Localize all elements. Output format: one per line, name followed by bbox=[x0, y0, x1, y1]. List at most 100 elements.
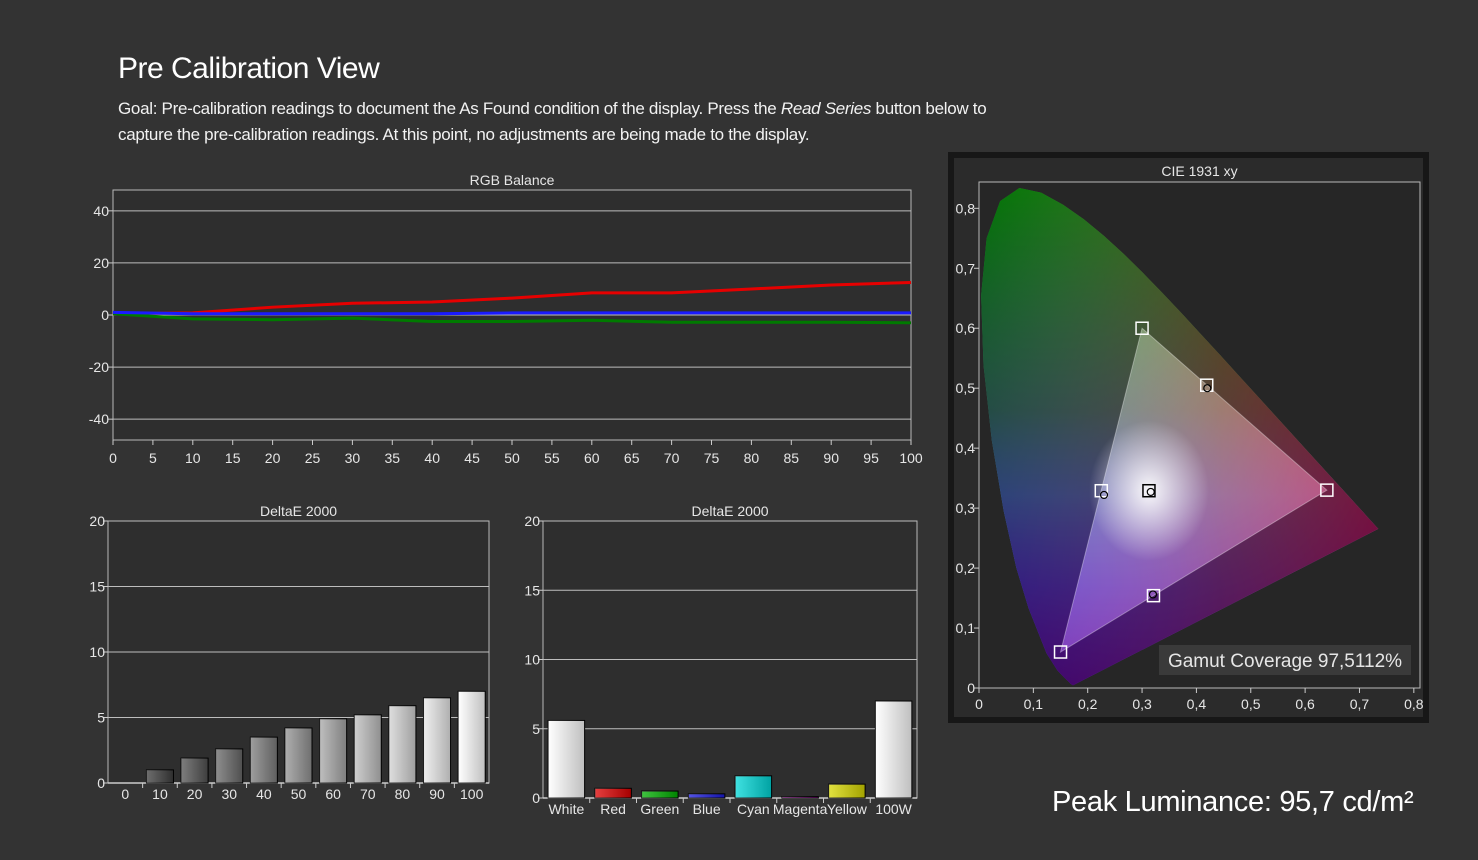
de_gray-bar bbox=[215, 748, 244, 784]
rgb-x-tick-label: 0 bbox=[109, 450, 117, 466]
cie-target-square bbox=[1146, 588, 1161, 603]
de_gray-x-label: 70 bbox=[360, 786, 376, 802]
rgb-y-tick-label: -40 bbox=[89, 411, 109, 427]
cie-y-tick-label: 0,2 bbox=[956, 560, 976, 576]
rgb-x-tick-label: 15 bbox=[225, 450, 241, 466]
cie-x-tick-label: 0,7 bbox=[1350, 696, 1370, 712]
gamut-coverage-box bbox=[1159, 645, 1411, 675]
rgb-x-tick-label: 40 bbox=[424, 450, 440, 466]
de_gray-bar bbox=[353, 714, 382, 784]
de_gray-bar bbox=[249, 736, 278, 784]
rgb-y-tick-label: 40 bbox=[93, 203, 109, 219]
de_color-x-label: 100W bbox=[875, 801, 912, 817]
page-title: Pre Calibration View bbox=[118, 52, 380, 85]
rgb-x-tick-label: 50 bbox=[504, 450, 520, 466]
de_color-bar bbox=[828, 783, 866, 799]
cie-x-tick-label: 0,2 bbox=[1078, 696, 1098, 712]
de_color-chart: DeltaE 2000 20 15 10 5 0 White Red Green Blue Cyan… bbox=[524, 503, 918, 817]
de_gray-bar bbox=[319, 718, 348, 784]
rgb-x-tick-label: 45 bbox=[464, 450, 480, 466]
cie-y-tick-label: 0 bbox=[967, 680, 975, 696]
de_gray-bar bbox=[423, 697, 452, 784]
rgb-x-tick-label: 20 bbox=[265, 450, 281, 466]
de_gray-y-tick-label: 15 bbox=[89, 579, 105, 595]
cie-target-square bbox=[1053, 645, 1068, 659]
rgb-x-tick-label: 75 bbox=[704, 450, 720, 466]
cie-x-tick-label: 0,6 bbox=[1295, 696, 1315, 712]
rgb-x-tick-label: 70 bbox=[664, 450, 680, 466]
de_color-bar bbox=[547, 719, 586, 799]
de_color-y-tick-label: 10 bbox=[524, 652, 540, 668]
cie-y-tick-label: 0,3 bbox=[956, 500, 976, 516]
cie-y-tick-label: 0,6 bbox=[956, 320, 976, 336]
cie-gamut-triangle-outline bbox=[1059, 327, 1328, 654]
goal-text: Goal: Pre-calibration readings to docume… bbox=[118, 96, 1018, 148]
de_color-y-tick-label: 5 bbox=[532, 721, 540, 737]
de_gray-x-label: 20 bbox=[187, 786, 203, 802]
goal-text-prefix: Goal: Pre-calibration readings to docume… bbox=[118, 99, 781, 118]
cie-target-square bbox=[1142, 483, 1156, 498]
cie-x-tick-label: 0,5 bbox=[1241, 696, 1261, 712]
de_color-x-label: Cyan bbox=[737, 801, 770, 817]
de_color-y-tick-label: 0 bbox=[532, 790, 540, 806]
de_gray-x-label: 90 bbox=[429, 786, 445, 802]
de_color-chart-title: DeltaE 2000 bbox=[691, 503, 768, 519]
rgb-x-tick-label: 60 bbox=[584, 450, 600, 466]
de_color-x-label: Yellow bbox=[827, 801, 868, 817]
de_gray-y-tick-label: 0 bbox=[97, 775, 105, 791]
de_color-bar bbox=[641, 790, 679, 799]
de_gray-x-label: 80 bbox=[395, 786, 411, 802]
cie-x-tick-label: 0 bbox=[975, 696, 983, 712]
goal-text-suffix: button below to capture the pre-calibrat… bbox=[118, 99, 987, 144]
rgb-x-tick-label: 90 bbox=[823, 450, 839, 466]
cie-target-square bbox=[1135, 321, 1149, 335]
cie-measured-point bbox=[1146, 487, 1155, 497]
cie-whitepoint-glow bbox=[1088, 420, 1209, 561]
rgb-x-tick-label: 100 bbox=[899, 450, 923, 466]
cie-y-tick-label: 0,8 bbox=[956, 200, 976, 216]
de_color-bar bbox=[687, 793, 726, 799]
de_gray-x-label: 60 bbox=[325, 786, 341, 802]
de_gray-bar bbox=[388, 705, 417, 784]
de_gray-chart-title: DeltaE 2000 bbox=[260, 503, 337, 519]
gamut-coverage-label: Gamut Coverage 97,5112% bbox=[1168, 651, 1402, 672]
de_color-bar bbox=[594, 787, 632, 799]
cie-x-tick-label: 0,3 bbox=[1132, 696, 1152, 712]
rgb-x-tick-label: 80 bbox=[744, 450, 760, 466]
de_gray-bar bbox=[457, 690, 486, 784]
rgb-y-tick-label: 0 bbox=[101, 307, 109, 323]
rgb-x-tick-label: 95 bbox=[863, 450, 879, 466]
cie-chart: CIE 1931 xy 0 0,1 0,2 0,3 0,4 0,5 0,6 0,7 0,8 0 0,1… bbox=[948, 152, 1429, 723]
de_color-x-label: Red bbox=[600, 801, 626, 817]
rgb-series-line-0 bbox=[112, 280, 912, 316]
rgb-y-tick-label: -20 bbox=[89, 359, 109, 375]
cie-x-tick-label: 0,4 bbox=[1187, 696, 1207, 712]
de_color-bar bbox=[874, 700, 913, 799]
de_color-bar bbox=[734, 775, 773, 799]
rgb-x-tick-label: 30 bbox=[345, 450, 361, 466]
cie-measured-point bbox=[1099, 490, 1109, 500]
de_gray-y-tick-label: 10 bbox=[89, 644, 105, 660]
de_gray-x-label: 30 bbox=[221, 786, 237, 802]
de_gray-y-tick-label: 20 bbox=[89, 513, 105, 529]
de_color-y-tick-label: 15 bbox=[524, 582, 540, 598]
rgb-x-tick-label: 55 bbox=[544, 450, 560, 466]
rgb-x-tick-label: 65 bbox=[624, 450, 640, 466]
cie-y-tick-label: 0,5 bbox=[956, 380, 976, 396]
cie-x-tick-label: 0,1 bbox=[1024, 696, 1044, 712]
de_gray-x-label: 50 bbox=[291, 786, 307, 802]
de_gray-y-tick-label: 5 bbox=[97, 710, 105, 726]
rgb-x-tick-label: 35 bbox=[385, 450, 401, 466]
rgb-y-tick-label: 20 bbox=[93, 255, 109, 271]
rgb-x-tick-label: 5 bbox=[149, 450, 157, 466]
de_color-x-label: Blue bbox=[693, 801, 721, 817]
de_gray-x-label: 0 bbox=[121, 786, 129, 802]
cie-chart-title: CIE 1931 xy bbox=[1161, 163, 1237, 179]
de_gray-bar bbox=[180, 757, 209, 784]
peak-luminance: Peak Luminance: 95,7 cd/m² bbox=[1052, 786, 1414, 818]
cie-y-tick-label: 0,7 bbox=[956, 260, 976, 276]
de_color-x-label: Magenta bbox=[773, 801, 828, 817]
cie-target-square bbox=[1320, 483, 1334, 497]
de_color-bar bbox=[781, 796, 819, 799]
